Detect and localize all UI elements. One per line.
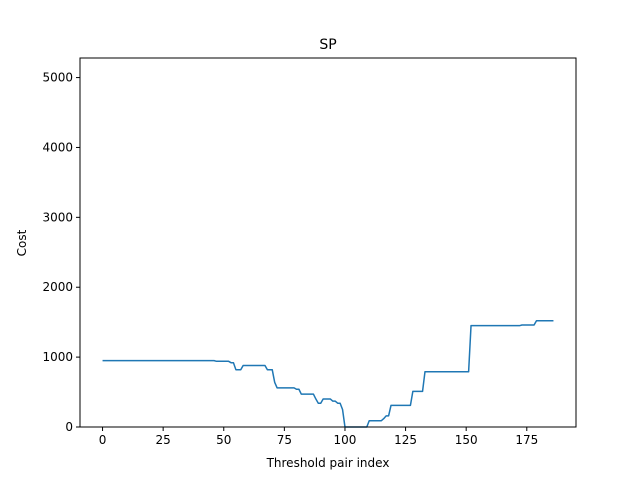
ticks-layer: 0 25 50 75 100 125 150 175 0 1000 2000 3000 4000 5000 (42, 71, 538, 447)
series-layer (102, 320, 554, 428)
y-tick-label: 1000 (42, 350, 73, 364)
x-tick-label: 125 (394, 433, 417, 447)
y-tick-label: 2000 (42, 280, 73, 294)
y-tick-label: 0 (65, 420, 73, 434)
x-tick-label: 25 (156, 433, 171, 447)
plot-frame (79, 57, 577, 428)
x-tick-label: 175 (515, 433, 538, 447)
chart-title: SP (319, 37, 336, 53)
cost-line (102, 320, 554, 428)
y-tick-label: 4000 (42, 140, 73, 154)
x-tick-label: 50 (216, 433, 231, 447)
y-axis-label: Cost (15, 229, 29, 256)
x-tick-label: 100 (334, 433, 357, 447)
x-axis-label: Threshold pair index (266, 456, 390, 470)
x-tick-label: 75 (277, 433, 292, 447)
x-tick-label: 150 (455, 433, 478, 447)
y-tick-label: 3000 (42, 210, 73, 224)
x-tick-label: 0 (99, 433, 107, 447)
y-tick-label: 5000 (42, 71, 73, 85)
